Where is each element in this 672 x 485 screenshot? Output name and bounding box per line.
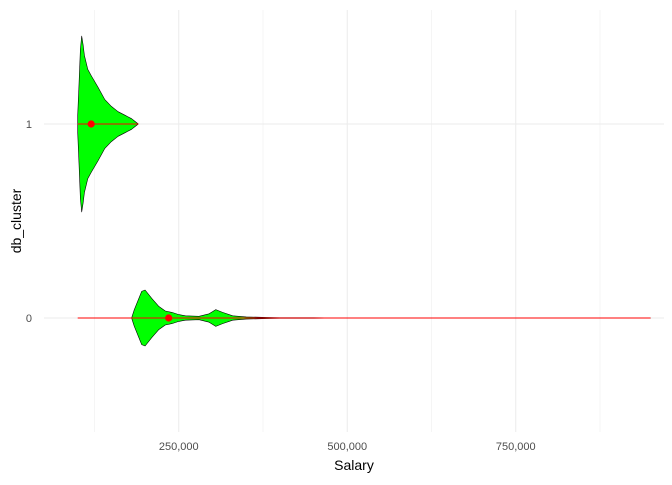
stat-layer bbox=[77, 120, 651, 322]
axis-layer: 250,000 500,000 750,000 1 0 Salary db_cluster bbox=[8, 119, 536, 473]
x-tick-label-1: 500,000 bbox=[327, 441, 367, 453]
mean-point-0 bbox=[165, 314, 173, 322]
x-tick-label-0: 250,000 bbox=[159, 441, 199, 453]
mean-point-1 bbox=[87, 120, 95, 128]
violin-layer bbox=[77, 35, 651, 347]
y-tick-label-1: 1 bbox=[26, 119, 32, 131]
grid-layer bbox=[44, 10, 664, 432]
x-tick-label-2: 750,000 bbox=[496, 441, 536, 453]
y-tick-label-0: 0 bbox=[26, 313, 32, 325]
x-axis-title: Salary bbox=[334, 457, 374, 473]
y-axis-title: db_cluster bbox=[8, 188, 24, 253]
